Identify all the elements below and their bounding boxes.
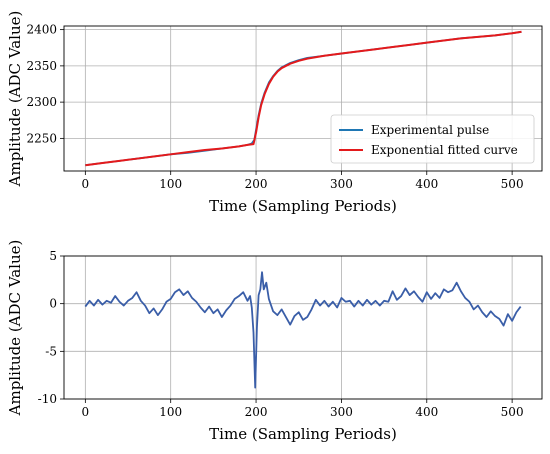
y-tick-label: 5: [49, 249, 57, 263]
x-tick-label: 0: [82, 177, 90, 191]
plot-frame: [63, 25, 543, 172]
top-chart-pulse-fit: 0 100 200 300 400 500 2250 2300 2350 2400 Time (Sa…: [6, 11, 543, 215]
y-tick-label: 2300: [26, 95, 57, 109]
x-axis-label: Time (Sampling Periods): [209, 197, 397, 215]
series-line-exponential-fitted-curve: [85, 30, 522, 167]
x-tick-label: 200: [245, 405, 268, 419]
x-tick-label: 100: [159, 177, 182, 191]
x-axis-label: Time (Sampling Periods): [209, 425, 397, 443]
x-tick-label: 300: [330, 177, 353, 191]
x-tick-label: 400: [415, 405, 438, 419]
y-axis-label: Amplitude (ADC Value): [6, 240, 24, 417]
legend-label-exponential-fitted-curve: Exponential fitted curve: [371, 143, 518, 157]
legend-label-experimental-pulse: Experimental pulse: [371, 123, 489, 137]
x-tick-label: 200: [245, 177, 268, 191]
plot-frame: [63, 255, 543, 400]
legend-box: [330, 114, 535, 164]
y-axis-label: Amplitude (ADC Value): [6, 11, 24, 188]
y-tick-label: -5: [45, 344, 57, 358]
x-tick-label: 400: [415, 177, 438, 191]
x-tick-label: 100: [159, 405, 182, 419]
y-tick-label: 2250: [26, 131, 57, 145]
y-tick-label: 2400: [26, 23, 57, 37]
series-line-residual: [84, 271, 522, 389]
y-tick-label: -10: [38, 392, 57, 406]
x-tick-label: 500: [501, 177, 524, 191]
y-tick-label: 0: [49, 297, 57, 311]
x-tick-label: 0: [82, 405, 90, 419]
bottom-chart-residual: 0 100 200 300 400 500 -10 -5 0 5 Time (Sampling Pe…: [6, 240, 543, 443]
y-tick-label: 2350: [26, 59, 57, 73]
x-tick-label: 300: [330, 405, 353, 419]
x-tick-label: 500: [501, 405, 524, 419]
